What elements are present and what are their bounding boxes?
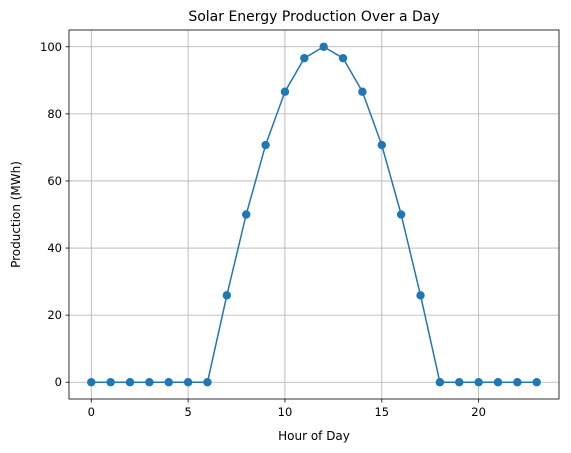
data-point [300,53,309,63]
x-axis-label: Hour of Day [278,429,350,443]
data-point [377,140,386,150]
data-point [125,378,135,387]
x-tick-label: 10 [278,405,293,419]
data-point [87,378,96,387]
y-tick-label: 80 [47,107,62,121]
data-point [106,378,115,387]
x-tick-label: 20 [471,405,486,419]
data-point [416,291,425,300]
ticks: 0 5 10 15 20 0 20 40 60 80 100 [40,40,486,419]
data-point [513,378,522,387]
y-tick-label: 0 [55,375,62,389]
data-point [242,210,251,219]
chart-title: Solar Energy Production Over a Day [188,9,439,25]
x-tick-label: 0 [88,405,95,419]
y-tick-label: 40 [47,241,62,255]
data-point [164,378,173,387]
data-point [261,140,270,150]
data-point [474,378,483,387]
y-axis-label: Production (MWh) [9,161,23,268]
data-point [532,378,541,387]
series-layer [87,42,541,387]
data-point [358,87,367,96]
y-tick-label: 20 [47,308,62,322]
data-point [319,42,328,51]
data-point [435,378,445,387]
x-tick-label: 15 [374,405,389,419]
data-point [222,291,232,300]
y-tick-label: 60 [47,174,62,188]
data-point [396,210,406,219]
data-point [145,378,154,387]
x-tick-label: 5 [184,405,191,419]
data-point [455,378,464,387]
y-tick-label: 100 [40,40,62,54]
data-point [280,87,290,96]
series-line [91,46,537,383]
plot-frame [68,29,560,400]
data-point [183,378,193,387]
data-point [203,378,212,387]
data-point [338,53,348,63]
data-point [493,378,503,387]
grid [69,30,559,399]
